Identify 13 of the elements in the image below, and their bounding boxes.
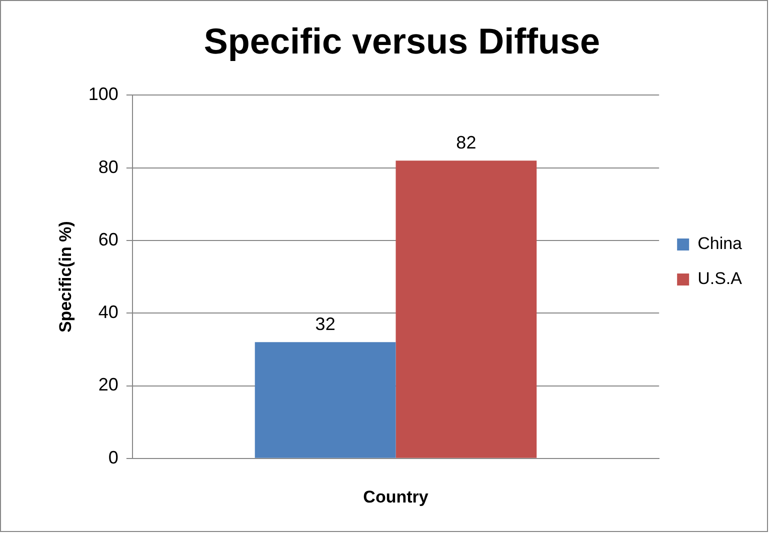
legend-label: U.S.A	[698, 269, 743, 288]
y-tick-label: 20	[98, 374, 118, 395]
y-tick-label: 0	[108, 447, 118, 468]
data-label: 82	[456, 132, 476, 153]
data-label: 32	[315, 314, 336, 334]
legend-label: China	[698, 234, 743, 254]
y-axis-title: Specific(in %)	[56, 221, 75, 333]
y-tick-label: 40	[98, 302, 118, 322]
y-tick-label: 100	[88, 84, 118, 104]
y-tick-label: 80	[98, 156, 118, 177]
chart-title: Specific versus Diffuse	[204, 20, 600, 62]
y-tick-label: 60	[98, 229, 118, 250]
x-axis-title: Country	[363, 487, 429, 506]
